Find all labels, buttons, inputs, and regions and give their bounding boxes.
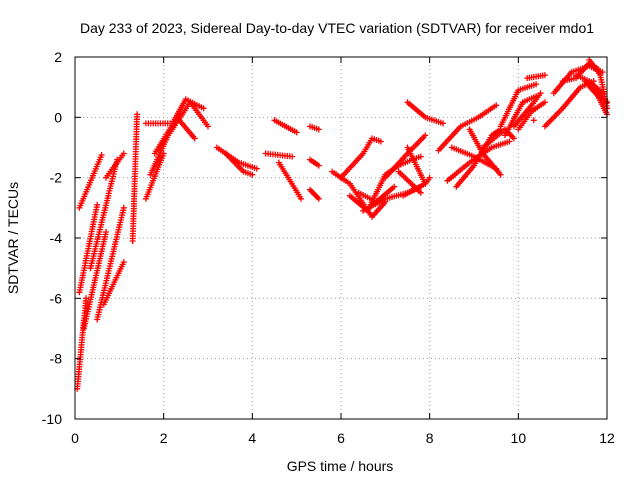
- marker-track: [87, 156, 121, 272]
- y-tick-label: -10: [42, 411, 62, 427]
- series-i2: [502, 93, 540, 139]
- y-tick-label: -4: [50, 230, 63, 246]
- marker-track: [262, 150, 296, 160]
- marker-track: [103, 150, 127, 181]
- x-tick-label: 8: [426, 430, 434, 446]
- series-a6: [94, 204, 127, 323]
- series-i6: [530, 117, 537, 124]
- marker-track: [395, 168, 424, 196]
- series-i5: [524, 72, 548, 82]
- marker-track: [502, 93, 540, 139]
- marker-track: [129, 111, 141, 244]
- series-a2: [76, 201, 101, 296]
- marker-track: [586, 57, 610, 112]
- series-a5: [87, 156, 121, 272]
- marker-track: [307, 156, 322, 169]
- y-tick-label: 2: [54, 49, 62, 65]
- y-tick-labels: -10 -8 -6 -4 -2 0 2: [42, 49, 62, 427]
- series-a1: [74, 295, 90, 392]
- marker-track: [435, 102, 500, 154]
- series-f1: [382, 132, 429, 181]
- y-tick-label: -8: [50, 351, 63, 367]
- x-tick-label: 0: [71, 430, 79, 446]
- series-a4: [80, 229, 109, 332]
- series-a7: [100, 259, 127, 308]
- marker-track: [74, 295, 90, 392]
- series-f4: [395, 168, 424, 196]
- series-j6: [586, 57, 610, 112]
- x-tick-label: 4: [248, 430, 256, 446]
- marker-track: [466, 126, 504, 178]
- marker-track: [222, 150, 256, 178]
- chart-title: Day 233 of 2023, Sidereal Day-to-day VTE…: [80, 20, 594, 36]
- series-b5: [151, 114, 198, 157]
- marker-track: [382, 132, 429, 181]
- y-tick-label: -2: [50, 170, 63, 186]
- series-i1: [497, 81, 540, 130]
- marker-track: [530, 117, 537, 124]
- marker-track: [100, 259, 127, 308]
- series-h6: [479, 126, 517, 151]
- x-tick-label: 10: [511, 430, 527, 446]
- marker-track: [510, 90, 544, 130]
- y-tick-label: 0: [54, 109, 62, 125]
- series-c2: [222, 150, 256, 178]
- series-i3: [510, 90, 544, 130]
- series-a8: [103, 150, 127, 181]
- marker-track: [142, 150, 167, 202]
- marker-track: [76, 152, 105, 211]
- marker-track: [338, 135, 384, 181]
- series-h1: [435, 102, 500, 154]
- marker-track: [271, 117, 300, 136]
- marker-track: [80, 229, 109, 332]
- series-g1: [404, 99, 446, 127]
- x-axis-label: GPS time / hours: [287, 458, 394, 474]
- marker-track: [497, 81, 540, 130]
- marker-track: [404, 99, 446, 127]
- x-tick-label: 12: [599, 430, 615, 446]
- marker-track: [307, 186, 322, 202]
- marker-track: [307, 123, 322, 133]
- series-d4: [307, 123, 322, 133]
- series-d1: [262, 150, 296, 160]
- series-d2: [271, 117, 300, 136]
- marker-track: [151, 114, 198, 157]
- x-tick-labels: 0 2 4 6 8 10 12: [71, 430, 615, 446]
- series-d6: [307, 156, 322, 169]
- marker-track: [524, 72, 548, 82]
- x-tick-label: 6: [337, 430, 345, 446]
- data-points: [74, 57, 610, 392]
- marker-track: [94, 204, 127, 323]
- series-e1: [329, 168, 389, 220]
- y-axis-label: SDTVAR / TECUs: [5, 182, 21, 294]
- series-b2: [142, 150, 167, 202]
- y-tick-label: -6: [50, 290, 63, 306]
- marker-track: [329, 168, 389, 220]
- series-i4: [515, 99, 548, 133]
- marker-track: [275, 159, 305, 202]
- marker-track: [479, 126, 517, 151]
- series-a3: [76, 152, 105, 211]
- x-tick-label: 2: [160, 430, 168, 446]
- series-d3: [275, 159, 305, 202]
- marker-track: [76, 201, 101, 296]
- series-b1: [129, 111, 141, 244]
- axis-ticks: [74, 56, 608, 420]
- marker-track: [515, 99, 548, 133]
- series-e2: [338, 135, 384, 181]
- series-h5: [466, 126, 504, 178]
- series-d5: [307, 186, 322, 202]
